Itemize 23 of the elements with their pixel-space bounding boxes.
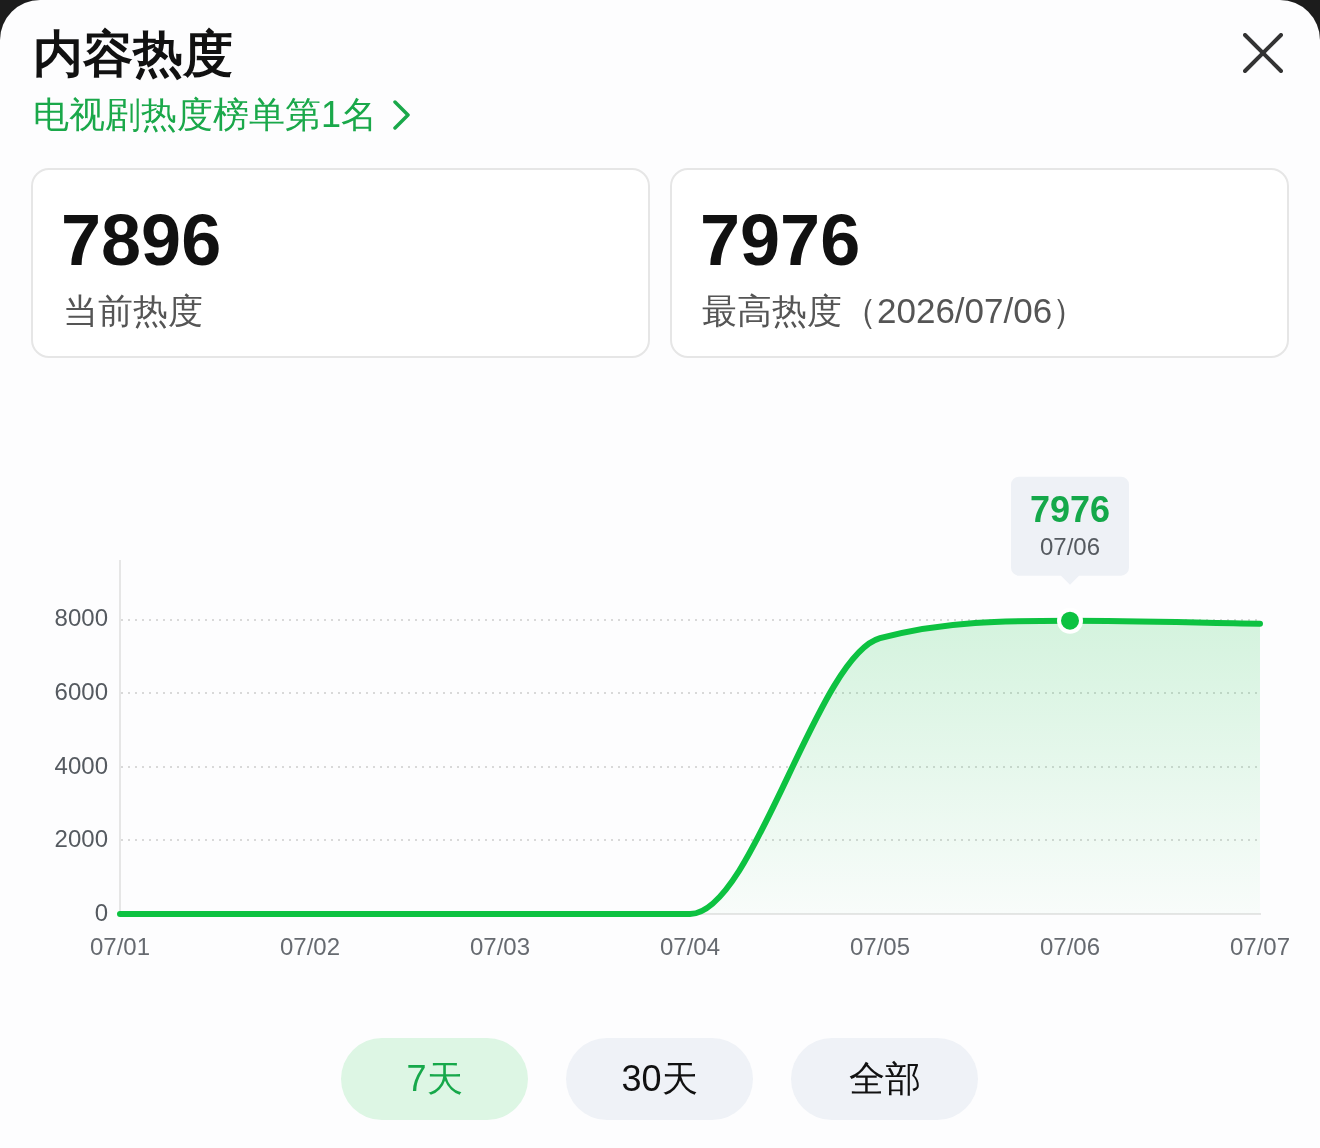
- text: 全部: [848, 1056, 921, 1101]
- text: 最高热度（2026/07/06）: [702, 290, 1088, 332]
- text: 7天: [406, 1056, 463, 1101]
- x-tick-label: 07/07: [1229, 933, 1291, 961]
- x-tick-label: 07/02: [279, 933, 341, 961]
- text: 7896: [61, 200, 222, 280]
- text: 当前热度: [63, 290, 203, 332]
- y-tick-label: 4000: [54, 751, 108, 779]
- category-label: 07/06: [1039, 533, 1101, 561]
- annotation: 7976: [1029, 488, 1111, 530]
- y-tick-label: 2000: [54, 825, 108, 853]
- x-tick-label: 07/01: [89, 933, 151, 961]
- y-tick-label: 0: [94, 898, 108, 926]
- x-tick-label: 07/03: [469, 933, 531, 961]
- text: 7976: [700, 200, 861, 280]
- x-tick-label: 07/05: [849, 933, 911, 961]
- x-tick-label: 07/06: [1039, 933, 1101, 961]
- chart-subtitle: 电视剧热度榜单第1名: [33, 93, 378, 137]
- y-tick-label: 8000: [54, 604, 108, 632]
- chart-title: 内容热度: [33, 26, 233, 82]
- x-tick-label: 07/04: [659, 933, 721, 961]
- text: 30天: [621, 1056, 698, 1101]
- y-tick-label: 6000: [54, 678, 108, 705]
